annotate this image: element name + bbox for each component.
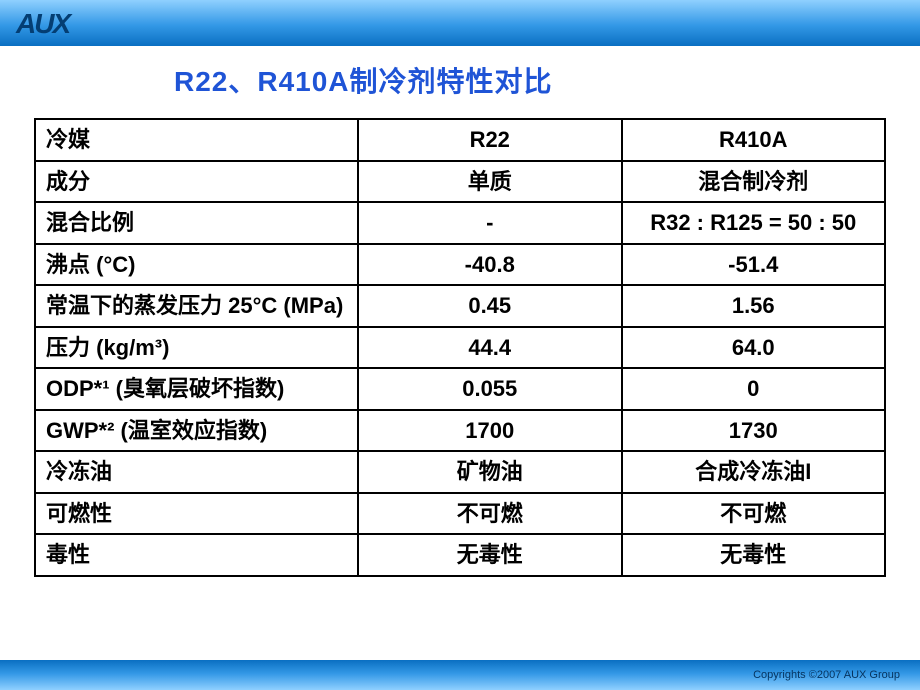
table-row: GWP*² (温室效应指数) 1700 1730 [35,410,885,452]
cell-r410a: -51.4 [622,244,886,286]
table-row: 可燃性 不可燃 不可燃 [35,493,885,535]
table-row: 常温下的蒸发压力 25°C (MPa) 0.45 1.56 [35,285,885,327]
table-row: ODP*¹ (臭氧层破坏指数) 0.055 0 [35,368,885,410]
cell-r22: - [358,202,622,244]
row-label: 压力 (kg/m³) [35,327,358,369]
slide: AUX R22、R410A制冷剂特性对比 冷媒 R22 R410A 成分 单质 … [0,0,920,690]
footer-bar: Copyrights ©2007 AUX Group [0,660,920,690]
table-row: 毒性 无毒性 无毒性 [35,534,885,576]
cell-r410a: 不可燃 [622,493,886,535]
row-label: GWP*² (温室效应指数) [35,410,358,452]
cell-r22: 无毒性 [358,534,622,576]
cell-r22: -40.8 [358,244,622,286]
cell-r22: 单质 [358,161,622,203]
row-label: 沸点 (°C) [35,244,358,286]
comparison-table: 冷媒 R22 R410A 成分 单质 混合制冷剂 混合比例 - R32 : R1… [34,118,886,577]
table-row: 压力 (kg/m³) 44.4 64.0 [35,327,885,369]
cell-r410a: 0 [622,368,886,410]
row-label: 常温下的蒸发压力 25°C (MPa) [35,285,358,327]
cell-r22: R22 [358,119,622,161]
table-row: 冷冻油 矿物油 合成冷冻油I [35,451,885,493]
table-row: 沸点 (°C) -40.8 -51.4 [35,244,885,286]
cell-r410a: 混合制冷剂 [622,161,886,203]
row-label: ODP*¹ (臭氧层破坏指数) [35,368,358,410]
cell-r410a: 无毒性 [622,534,886,576]
row-label: 混合比例 [35,202,358,244]
row-label: 冷媒 [35,119,358,161]
page-title: R22、R410A制冷剂特性对比 [174,60,886,100]
cell-r22: 矿物油 [358,451,622,493]
table-row: 混合比例 - R32 : R125 = 50 : 50 [35,202,885,244]
cell-r22: 44.4 [358,327,622,369]
header-bar: AUX [0,0,920,46]
cell-r410a: 1730 [622,410,886,452]
row-label: 可燃性 [35,493,358,535]
cell-r410a: 64.0 [622,327,886,369]
row-label: 成分 [35,161,358,203]
cell-r22: 不可燃 [358,493,622,535]
cell-r22: 1700 [358,410,622,452]
row-label: 毒性 [35,534,358,576]
table-row: 冷媒 R22 R410A [35,119,885,161]
slide-content: R22、R410A制冷剂特性对比 冷媒 R22 R410A 成分 单质 混合制冷… [0,46,920,660]
row-label: 冷冻油 [35,451,358,493]
cell-r410a: 1.56 [622,285,886,327]
cell-r410a: 合成冷冻油I [622,451,886,493]
cell-r22: 0.45 [358,285,622,327]
copyright-text: Copyrights ©2007 AUX Group [753,669,900,681]
table-row: 成分 单质 混合制冷剂 [35,161,885,203]
brand-logo: AUX [16,8,69,40]
cell-r22: 0.055 [358,368,622,410]
cell-r410a: R32 : R125 = 50 : 50 [622,202,886,244]
cell-r410a: R410A [622,119,886,161]
table-body: 冷媒 R22 R410A 成分 单质 混合制冷剂 混合比例 - R32 : R1… [35,119,885,576]
